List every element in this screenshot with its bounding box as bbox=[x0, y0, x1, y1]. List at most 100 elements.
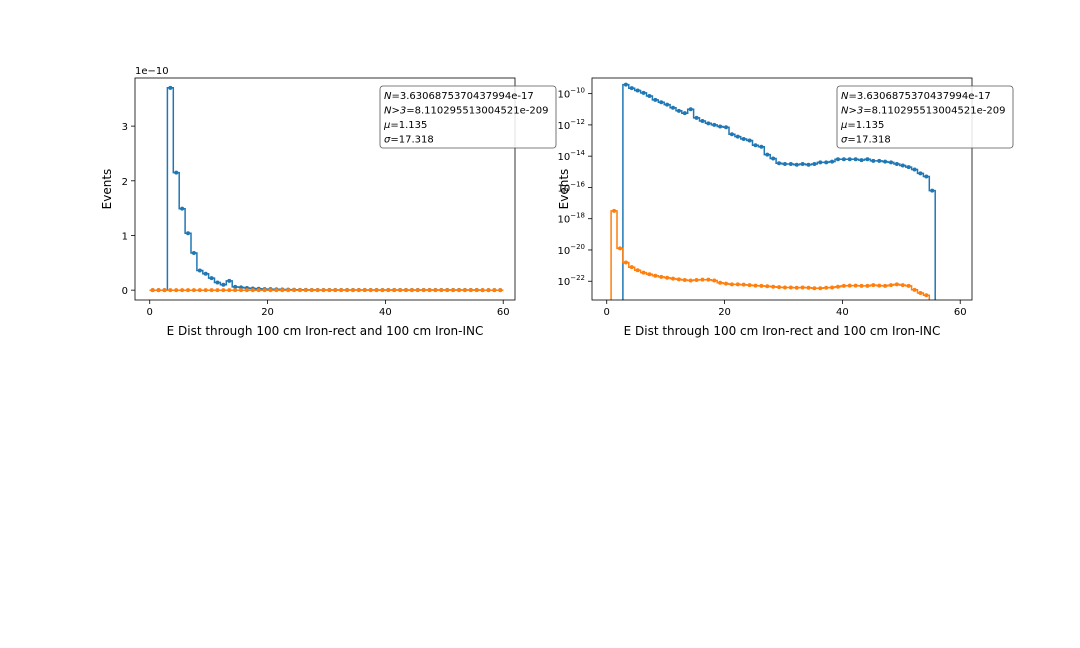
data-point bbox=[765, 152, 770, 157]
data-point bbox=[492, 288, 497, 293]
data-point bbox=[729, 132, 734, 137]
data-point bbox=[800, 285, 805, 290]
data-point bbox=[894, 282, 899, 287]
data-point bbox=[315, 288, 320, 293]
data-point bbox=[321, 288, 326, 293]
data-point bbox=[162, 288, 167, 293]
y-tick-label: 10−16 bbox=[557, 180, 585, 194]
data-point bbox=[824, 285, 829, 290]
data-point bbox=[676, 277, 681, 282]
data-point bbox=[203, 288, 208, 293]
data-point bbox=[724, 281, 729, 286]
data-point bbox=[345, 288, 350, 293]
data-point bbox=[409, 288, 414, 293]
data-point bbox=[841, 283, 846, 288]
data-point bbox=[818, 160, 823, 165]
stats-line: N>3=8.110295513004521e-209 bbox=[841, 106, 1005, 117]
x-axis-label: E Dist through 100 cm Iron-rect and 100 … bbox=[624, 324, 941, 338]
data-point bbox=[788, 285, 793, 290]
data-point bbox=[197, 268, 202, 273]
data-point bbox=[788, 161, 793, 166]
data-point bbox=[883, 159, 888, 164]
data-point bbox=[362, 288, 367, 293]
data-point bbox=[380, 288, 385, 293]
stats-line: μ=1.135 bbox=[383, 120, 427, 131]
data-point bbox=[865, 157, 870, 162]
data-point bbox=[894, 161, 899, 166]
data-point bbox=[794, 162, 799, 167]
data-point bbox=[747, 138, 752, 143]
data-point bbox=[462, 288, 467, 293]
data-point bbox=[227, 278, 232, 283]
data-point bbox=[688, 107, 693, 112]
data-point bbox=[191, 288, 196, 293]
data-point bbox=[659, 100, 664, 105]
data-point bbox=[724, 125, 729, 130]
data-point bbox=[415, 288, 420, 293]
data-point bbox=[174, 170, 179, 175]
stats-box: N=3.6306875370437994e-17 N>3=8.1102955130… bbox=[836, 85, 1014, 149]
data-point bbox=[806, 285, 811, 290]
y-tick-label: 10−22 bbox=[557, 274, 585, 288]
data-point bbox=[150, 288, 155, 293]
axes-frame bbox=[134, 77, 516, 301]
data-point bbox=[191, 250, 196, 255]
data-point bbox=[227, 288, 232, 293]
data-point bbox=[700, 118, 705, 123]
data-point bbox=[641, 90, 646, 95]
data-point bbox=[712, 278, 717, 283]
y-tick-label: 10−14 bbox=[557, 149, 585, 163]
data-point bbox=[847, 157, 852, 162]
data-point bbox=[309, 288, 314, 293]
data-point bbox=[617, 246, 622, 251]
data-point bbox=[865, 283, 870, 288]
data-point bbox=[239, 288, 244, 293]
data-point bbox=[186, 231, 191, 236]
x-tick-label: 40 bbox=[379, 307, 392, 318]
data-point bbox=[777, 285, 782, 290]
x-tick-label: 60 bbox=[497, 307, 510, 318]
data-point bbox=[847, 283, 852, 288]
data-point bbox=[215, 280, 220, 285]
data-point bbox=[735, 134, 740, 139]
chart-panel-1: 0 20 40 60 0 1 2 3 1e−10 E Dist through 100 cm Ir… bbox=[100, 66, 557, 338]
stats-line: N=3.6306875370437994e-17 bbox=[384, 91, 534, 102]
data-point bbox=[824, 160, 829, 165]
data-point bbox=[392, 288, 397, 293]
data-point bbox=[771, 156, 776, 161]
data-point bbox=[197, 288, 202, 293]
data-point bbox=[765, 284, 770, 289]
data-point bbox=[474, 288, 479, 293]
data-point bbox=[771, 284, 776, 289]
data-point bbox=[676, 108, 681, 113]
data-point bbox=[729, 282, 734, 287]
data-point bbox=[647, 272, 652, 277]
y-tick-label: 0 bbox=[122, 286, 128, 297]
data-point bbox=[794, 285, 799, 290]
data-point bbox=[871, 158, 876, 163]
data-point bbox=[623, 260, 628, 265]
data-point bbox=[877, 283, 882, 288]
data-point bbox=[853, 157, 858, 162]
data-point bbox=[174, 288, 179, 293]
data-point bbox=[221, 282, 226, 287]
data-point bbox=[421, 288, 426, 293]
data-point bbox=[912, 167, 917, 172]
data-point bbox=[759, 144, 764, 149]
axes-frame bbox=[591, 77, 973, 301]
data-point bbox=[250, 288, 255, 293]
data-point bbox=[700, 277, 705, 282]
data-point bbox=[244, 288, 249, 293]
data-point bbox=[480, 288, 485, 293]
data-point bbox=[209, 288, 214, 293]
stats-line: N>3=8.110295513004521e-209 bbox=[384, 106, 548, 117]
data-point bbox=[221, 288, 226, 293]
data-point bbox=[777, 161, 782, 166]
stats-line: σ=17.318 bbox=[841, 135, 891, 146]
data-point bbox=[156, 288, 161, 293]
data-point bbox=[280, 288, 285, 293]
data-point bbox=[635, 88, 640, 93]
data-point bbox=[386, 288, 391, 293]
data-point bbox=[830, 285, 835, 290]
data-point bbox=[659, 274, 664, 279]
